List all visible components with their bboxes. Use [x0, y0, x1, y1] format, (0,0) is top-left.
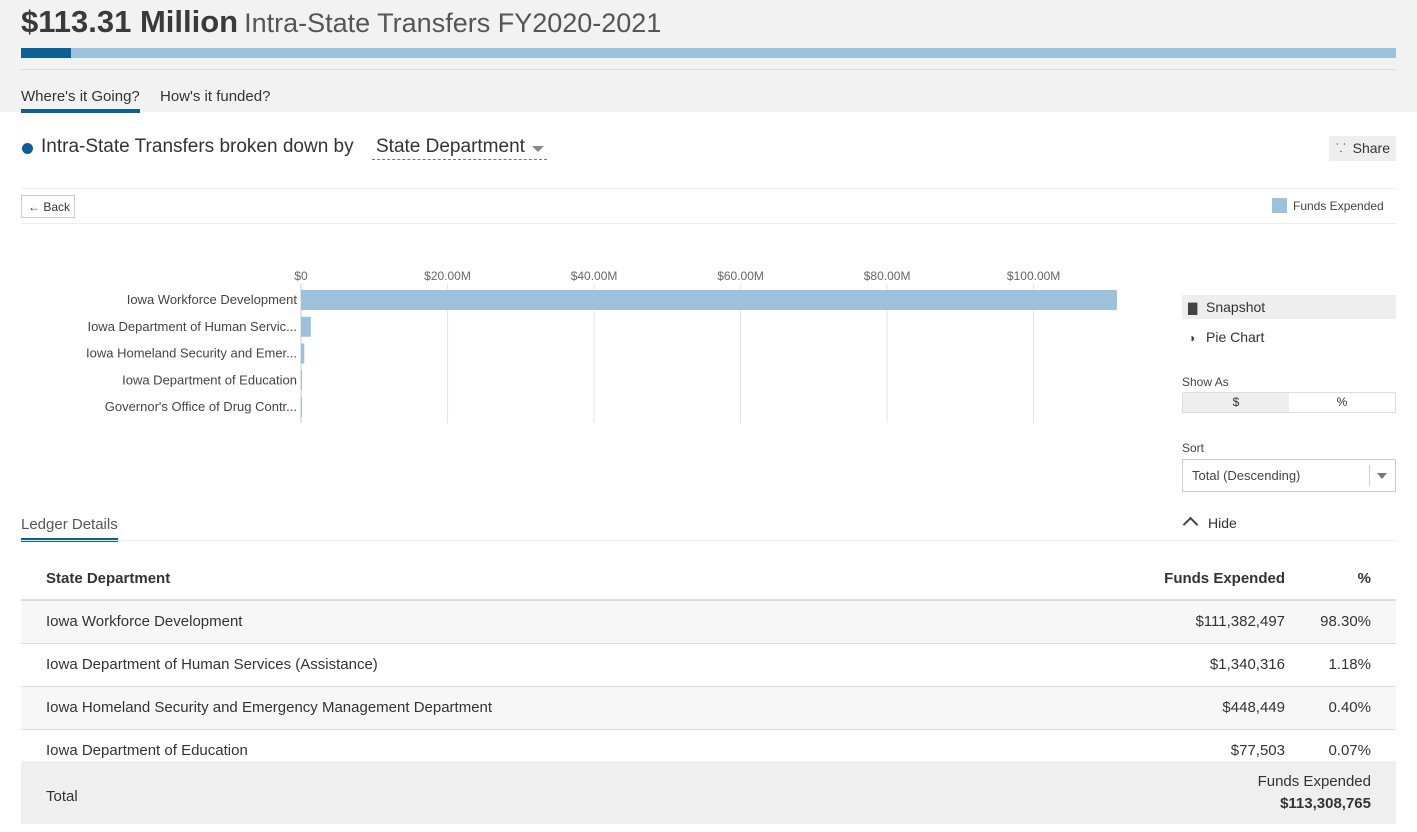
share-icon: ⸪ [1336, 141, 1346, 155]
share-label: Share [1352, 140, 1390, 156]
column-header-funds[interactable]: Funds Expended [1164, 570, 1285, 587]
page-title: $113.31 Million Intra-State Transfers FY2… [21, 4, 661, 40]
divider [21, 540, 1396, 541]
total-funds-label: Funds Expended [1257, 773, 1371, 790]
hide-label: Hide [1208, 515, 1237, 531]
bar [301, 316, 311, 337]
x-tick-label: $40.00M [571, 269, 618, 283]
pie-chart-option[interactable]: ◑ Pie Chart [1182, 325, 1396, 349]
category-label: Governor's Office of Drug Contr... [105, 399, 297, 414]
row-percent: 1.18% [1328, 656, 1371, 673]
table-row[interactable]: Iowa Workforce Development $111,382,497 … [21, 601, 1396, 644]
row-funds: $77,503 [1230, 742, 1285, 759]
x-tick-label: $60.00M [717, 269, 764, 283]
x-tick-label: $0 [294, 269, 308, 283]
breakdown-dropdown[interactable]: State Department [372, 136, 547, 160]
show-as-percent[interactable]: % [1336, 395, 1348, 409]
legend-swatch [1272, 198, 1287, 214]
chevron-down-icon [1377, 473, 1387, 479]
section-bullet [22, 143, 33, 154]
column-header-percent[interactable]: % [1357, 570, 1371, 587]
tab-wheres-it-going[interactable]: Where's it Going? [21, 88, 140, 113]
x-tick-label: $100.00M [1007, 269, 1060, 283]
sort-label: Sort [1182, 441, 1205, 455]
back-button[interactable]: ← Back [21, 195, 75, 218]
table-row[interactable]: Iowa Homeland Security and Emergency Man… [21, 687, 1396, 730]
chevron-up-icon [1182, 516, 1199, 533]
pie-chart-label: Pie Chart [1206, 329, 1265, 345]
table-header: State Department Funds Expended % [21, 558, 1396, 601]
select-divider [1369, 465, 1370, 486]
row-department: Iowa Department of Education [46, 742, 248, 759]
hide-button[interactable]: Hide [1182, 515, 1237, 533]
progress-bar [21, 48, 1396, 58]
progress-fill [21, 48, 71, 58]
row-percent: 0.07% [1328, 742, 1371, 759]
bar [301, 290, 1117, 310]
x-tick-label: $80.00M [864, 269, 911, 283]
bar [301, 397, 302, 417]
legend-label: Funds Expended [1293, 199, 1384, 213]
show-as-dollar[interactable]: $ [1183, 393, 1289, 412]
arrow-left-icon: ← [28, 200, 40, 214]
total-funds-value: $113,308,765 [1280, 795, 1371, 812]
row-department: Iowa Department of Human Services (Assis… [46, 656, 378, 673]
row-funds: $1,340,316 [1209, 656, 1285, 673]
chevron-down-icon [531, 146, 544, 152]
row-funds: $448,449 [1222, 699, 1285, 716]
row-percent: 98.30% [1320, 613, 1371, 630]
section-heading: Intra-State Transfers broken down by [41, 136, 354, 157]
tab-ledger-details[interactable]: Ledger Details [21, 516, 118, 542]
share-button[interactable]: ⸪ Share [1329, 136, 1396, 161]
bar-chart: $0 $20.00M $40.00M $60.00M $80.00M $100.00M Io… [86, 269, 1117, 423]
bar-chart-icon: ▇ [1188, 301, 1198, 315]
bar [301, 370, 302, 391]
category-label: Iowa Workforce Development [127, 292, 298, 307]
back-label: Back [43, 200, 71, 214]
divider [21, 223, 1396, 224]
table-total-row: Total Funds Expended $113,308,765 [21, 761, 1396, 824]
page-subtitle: Intra-State Transfers FY2020-2021 [244, 8, 662, 38]
snapshot-option[interactable]: ▇ Snapshot [1182, 295, 1396, 319]
row-funds: $111,382,497 [1195, 613, 1285, 630]
show-as-toggle: $ % [1182, 392, 1396, 413]
x-tick-label: $20.00M [424, 269, 471, 283]
row-department: Iowa Workforce Development [46, 613, 243, 630]
category-label: Iowa Department of Human Servic... [87, 319, 297, 334]
divider [21, 188, 1396, 189]
pie-chart-icon: ◑ [1188, 331, 1196, 345]
bar [301, 343, 305, 364]
total-label: Total [46, 788, 78, 805]
tab-hows-it-funded[interactable]: How's it funded? [160, 88, 271, 105]
total-amount: $113.31 Million [21, 4, 239, 39]
row-percent: 0.40% [1328, 699, 1371, 716]
sort-value: Total (Descending) [1192, 468, 1301, 483]
sort-select[interactable]: Total (Descending) [1182, 459, 1396, 492]
chart-legend: Funds Expended [1272, 198, 1384, 214]
breakdown-selected: State Department [376, 136, 525, 157]
row-department: Iowa Homeland Security and Emergency Man… [46, 699, 493, 716]
show-as-label: Show As [1182, 375, 1229, 389]
column-header-department[interactable]: State Department [46, 570, 171, 587]
category-label: Iowa Department of Education [122, 372, 297, 387]
category-label: Iowa Homeland Security and Emer... [86, 346, 297, 361]
table-row[interactable]: Iowa Department of Human Services (Assis… [21, 644, 1396, 687]
snapshot-label: Snapshot [1206, 299, 1266, 315]
header-divider [21, 69, 1396, 70]
